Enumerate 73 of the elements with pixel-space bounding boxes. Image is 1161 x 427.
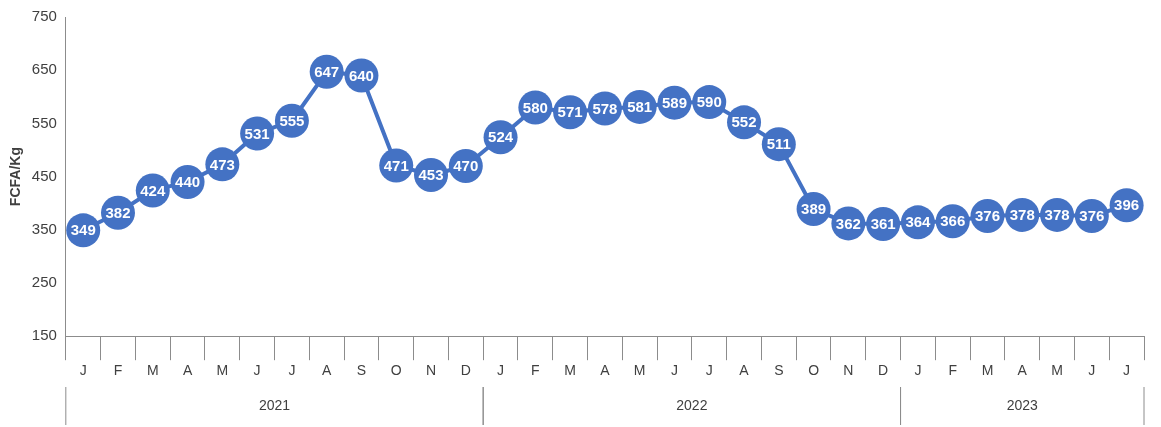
data-label: 366 xyxy=(940,212,966,230)
data-label: 362 xyxy=(835,214,861,232)
data-label: 581 xyxy=(627,98,653,116)
data-label: 376 xyxy=(974,207,1001,225)
x-tick-label: M xyxy=(146,362,159,379)
data-label: 589 xyxy=(661,93,687,111)
x-tick-label: F xyxy=(531,362,540,379)
y-tick-label: 650 xyxy=(31,60,57,78)
x-tick-label: A xyxy=(1017,362,1028,379)
data-label: 361 xyxy=(870,215,896,233)
text: 2021 xyxy=(258,396,291,413)
data-label: 349 xyxy=(70,221,96,239)
x-tick-label: J xyxy=(1123,362,1131,379)
data-label: 440 xyxy=(175,173,201,191)
x-tick-label: D xyxy=(460,362,471,379)
data-label: 555 xyxy=(279,111,305,129)
x-tick-label: J xyxy=(1088,362,1096,379)
data-label: 647 xyxy=(314,62,340,80)
x-tick-label: J xyxy=(253,362,261,379)
data-label: 580 xyxy=(522,98,548,116)
x-tick-label: S xyxy=(356,362,367,379)
data-label: 378 xyxy=(1044,206,1070,224)
x-tick-label: O xyxy=(390,362,402,379)
x-tick-label: S xyxy=(774,362,784,379)
y-tick-label: 550 xyxy=(31,113,57,131)
x-tick-label: J xyxy=(497,362,505,379)
data-label: 382 xyxy=(105,203,131,221)
x-tick-label: A xyxy=(739,362,750,379)
data-label: 571 xyxy=(557,103,583,121)
data-label: 376 xyxy=(1079,207,1105,225)
data-label: 424 xyxy=(140,181,166,199)
data-label: 640 xyxy=(348,66,374,84)
data-label: 364 xyxy=(905,213,932,231)
data-label: 470 xyxy=(453,157,479,175)
x-tick-label: J xyxy=(914,362,922,379)
x-tick-label: F xyxy=(948,362,957,379)
data-label: 590 xyxy=(696,93,722,111)
x-tick-label: D xyxy=(878,362,889,379)
data-label: 578 xyxy=(592,99,618,117)
x-tick-label: M xyxy=(1051,362,1063,379)
y-axis-title: FCFA/Kg xyxy=(7,147,24,207)
x-tick-label: M xyxy=(981,362,994,379)
data-label: 396 xyxy=(1114,196,1140,214)
data-label: 511 xyxy=(766,135,791,153)
x-tick-label: J xyxy=(79,362,87,379)
x-tick-label: N xyxy=(425,362,437,379)
text: 2023 xyxy=(1006,396,1039,413)
x-tick-label: M xyxy=(216,362,229,379)
data-label: 473 xyxy=(209,155,235,173)
y-tick-label: 150 xyxy=(31,326,57,344)
x-tick-label: N xyxy=(843,362,854,379)
data-label: 453 xyxy=(418,166,444,184)
x-tick-label: J xyxy=(705,362,713,379)
x-tick-label: A xyxy=(322,362,332,379)
x-tick-label: J xyxy=(670,362,678,379)
data-label: 389 xyxy=(801,200,827,218)
data-label: 552 xyxy=(731,113,757,131)
data-label: 524 xyxy=(488,128,514,146)
x-tick-label: A xyxy=(182,362,193,379)
data-label: 471 xyxy=(383,156,409,174)
y-tick-label: 450 xyxy=(31,166,57,184)
data-label: 378 xyxy=(1009,206,1035,224)
x-tick-label: M xyxy=(564,362,576,379)
y-tick-label: 750 xyxy=(31,7,57,25)
x-tick-label: J xyxy=(288,362,296,379)
y-tick-label: 350 xyxy=(31,219,57,237)
x-tick-label: A xyxy=(600,362,611,379)
x-tick-label: M xyxy=(633,362,646,379)
x-tick-label: O xyxy=(808,362,820,379)
y-tick-label: 250 xyxy=(31,273,57,291)
data-label: 531 xyxy=(244,124,270,142)
text: 2022 xyxy=(676,396,708,413)
x-tick-label: F xyxy=(113,362,123,379)
